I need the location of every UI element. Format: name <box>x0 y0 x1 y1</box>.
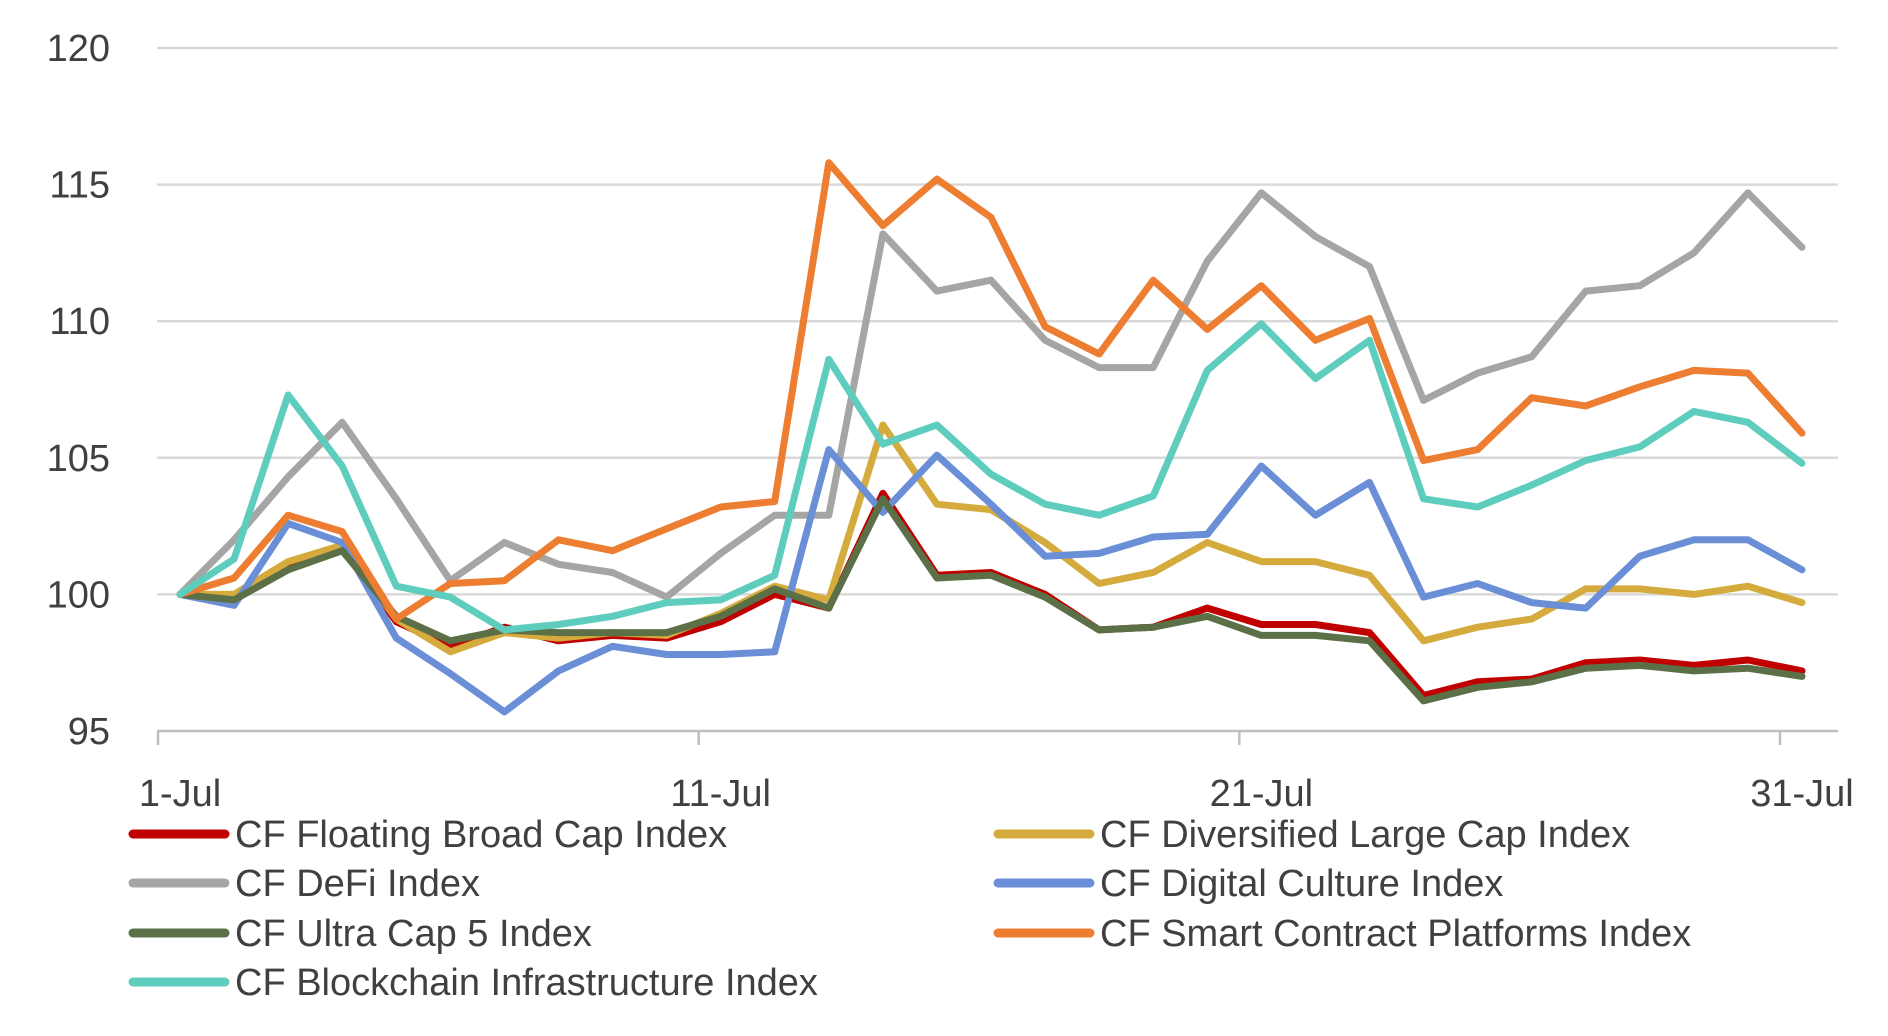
y-tick-label: 115 <box>49 165 110 207</box>
legend-label: CF DeFi Index <box>235 863 480 905</box>
legend-item: CF Ultra Cap 5 Index <box>128 913 592 955</box>
legend-label: CF Diversified Large Cap Index <box>1100 814 1630 856</box>
legend-label: CF Floating Broad Cap Index <box>235 814 727 856</box>
legend-label: CF Digital Culture Index <box>1100 863 1503 905</box>
legend: CF Floating Broad Cap Index CF Diversifie… <box>128 814 1691 1004</box>
legend-item: CF Diversified Large Cap Index <box>993 814 1630 856</box>
x-tick-label: 1-Jul <box>139 773 221 815</box>
x-tick-label: 21-Jul <box>1210 773 1314 815</box>
x-tick-label: 11-Jul <box>670 773 771 815</box>
x-tick-label: 31-Jul <box>1750 773 1854 815</box>
legend-item: CF DeFi Index <box>128 863 480 905</box>
legend-label: CF Blockchain Infrastructure Index <box>235 962 818 1004</box>
y-tick-label: 100 <box>47 574 110 616</box>
series-line <box>176 189 1806 601</box>
series-line <box>176 495 1806 705</box>
series-line <box>176 320 1806 634</box>
series-line <box>176 446 1806 716</box>
legend-item: CF Floating Broad Cap Index <box>128 814 727 856</box>
gridlines <box>157 46 1838 596</box>
legend-label: CF Smart Contract Platforms Index <box>1100 913 1691 955</box>
y-axis-tick-labels: 95 100 105 110 115 120 <box>47 28 110 753</box>
series-line <box>176 159 1806 623</box>
legend-label: CF Ultra Cap 5 Index <box>235 913 592 955</box>
legend-item: CF Digital Culture Index <box>993 863 1503 905</box>
x-axis <box>156 729 1838 745</box>
legend-item: CF Smart Contract Platforms Index <box>993 913 1691 955</box>
x-axis-tick-labels: 1-Jul 11-Jul 21-Jul 31-Jul <box>139 773 1854 815</box>
y-tick-label: 110 <box>49 301 110 343</box>
y-tick-label: 105 <box>47 438 110 480</box>
series-line <box>176 421 1806 656</box>
legend-item: CF Blockchain Infrastructure Index <box>128 962 818 1004</box>
series-lines <box>176 159 1806 716</box>
y-tick-label: 95 <box>68 711 110 753</box>
y-tick-label: 120 <box>47 28 110 70</box>
